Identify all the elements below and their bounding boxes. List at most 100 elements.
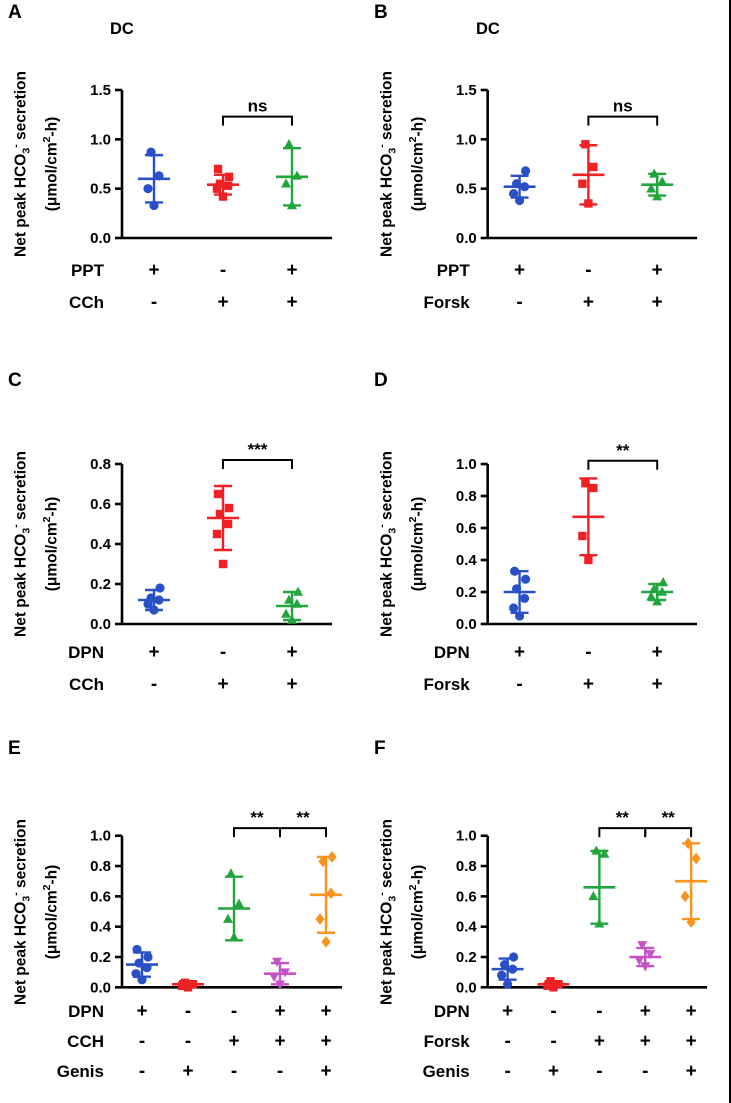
data-point — [509, 603, 519, 613]
panel-C: C Net peak HCO3- secretion (μmol/cm2-h) … — [0, 368, 366, 736]
treatment-sign: + — [640, 1031, 651, 1052]
treatment-sign: + — [182, 1061, 193, 1082]
data-point — [594, 918, 605, 928]
figure-right-border — [729, 0, 731, 1103]
data-point — [581, 140, 590, 149]
treatment-sign: + — [274, 1001, 285, 1022]
significance-bracket — [222, 459, 293, 469]
data-point — [213, 489, 223, 499]
y-tick-label: 0.0 — [90, 616, 111, 633]
data-point — [212, 184, 222, 193]
significance-bracket — [587, 459, 659, 470]
data-point — [131, 969, 141, 979]
treatment-name: Forsk — [424, 293, 471, 312]
significance-label: ** — [616, 441, 630, 460]
y-tick-label: 0.6 — [90, 496, 111, 513]
data-point — [287, 200, 297, 210]
treatment-sign: + — [686, 1001, 697, 1022]
data-point — [581, 479, 590, 488]
data-point — [226, 868, 236, 878]
treatment-name: Genis — [423, 1062, 470, 1081]
data-point — [686, 916, 696, 928]
data-point — [287, 614, 297, 624]
treatment-sign: + — [502, 1001, 513, 1022]
treatment-name: CCh — [69, 293, 104, 312]
panel-title-A: DC — [110, 20, 134, 38]
treatment-sign: + — [228, 1031, 239, 1052]
data-point — [281, 178, 291, 188]
treatment-sign: - — [504, 1031, 510, 1052]
y-tick-label: 0.0 — [456, 230, 477, 247]
data-point — [588, 890, 599, 901]
treatment-sign: + — [652, 642, 663, 663]
data-point — [658, 577, 669, 587]
treatment-sign: + — [583, 292, 594, 313]
treatment-sign: + — [640, 1001, 651, 1022]
treatment-sign: + — [548, 1061, 559, 1082]
significance-bracket — [233, 827, 281, 838]
data-point — [275, 980, 285, 990]
group-CCh — [207, 484, 239, 569]
group-Forsk — [572, 140, 605, 208]
treatment-name: DPN — [434, 643, 470, 662]
data-point — [269, 972, 279, 983]
data-point — [512, 584, 522, 594]
data-point — [640, 962, 651, 972]
group-DPN — [126, 944, 158, 985]
panel-title-B: DC — [476, 20, 500, 38]
group-PPT+CCh — [276, 138, 308, 210]
data-point — [293, 586, 303, 596]
data-point — [223, 913, 233, 923]
y-tick-label: 0.6 — [90, 888, 111, 905]
group-DPN+Forsk+Genis — [675, 837, 708, 928]
data-point — [215, 509, 225, 519]
data-point — [652, 596, 663, 606]
significance-bracket — [222, 115, 293, 126]
treatment-sign: + — [286, 292, 297, 313]
treatment-name: DPN — [434, 1002, 470, 1021]
data-point — [215, 179, 225, 188]
significance-bracket — [279, 827, 327, 838]
data-point — [224, 503, 234, 513]
y-tick-label: 0.0 — [90, 230, 111, 247]
y-tick-label: 0.2 — [90, 949, 111, 966]
data-point — [554, 980, 563, 989]
group-DPN+Forsk — [629, 941, 662, 972]
data-point — [292, 598, 302, 608]
panel-letter-B: B — [374, 2, 388, 23]
data-point — [272, 957, 282, 967]
data-point — [284, 138, 294, 149]
y-tick-label: 0.0 — [456, 616, 477, 633]
treatment-sign: + — [274, 1031, 285, 1052]
group-DPN+CCH — [264, 957, 296, 990]
data-point — [143, 184, 153, 194]
data-point — [508, 964, 518, 974]
data-point — [649, 168, 660, 178]
group-Genis — [537, 977, 570, 992]
treatment-sign: + — [217, 292, 228, 313]
data-point — [691, 852, 701, 865]
data-point — [591, 845, 602, 855]
significance-label: ns — [248, 97, 268, 116]
data-point — [183, 983, 193, 992]
group-DPN+CCh — [276, 586, 308, 624]
data-point — [578, 179, 587, 188]
treatment-sign: - — [585, 260, 591, 281]
significance-bracket — [644, 827, 693, 838]
data-point — [680, 890, 690, 903]
y-tick-label: 1.5 — [456, 82, 477, 99]
treatment-name: PPT — [437, 261, 471, 280]
y-tick-label: 0.4 — [456, 552, 477, 569]
data-point — [503, 979, 513, 989]
data-point — [497, 970, 507, 980]
data-point — [646, 591, 657, 601]
treatment-sign: - — [516, 292, 522, 313]
treatment-sign: + — [136, 1001, 147, 1022]
treatment-sign: + — [652, 260, 663, 281]
treatment-sign: + — [320, 1001, 331, 1022]
significance-label: ** — [662, 808, 676, 827]
treatment-sign: + — [320, 1061, 331, 1082]
treatment-sign: + — [652, 674, 663, 695]
y-tick-label: 1.0 — [456, 131, 477, 148]
